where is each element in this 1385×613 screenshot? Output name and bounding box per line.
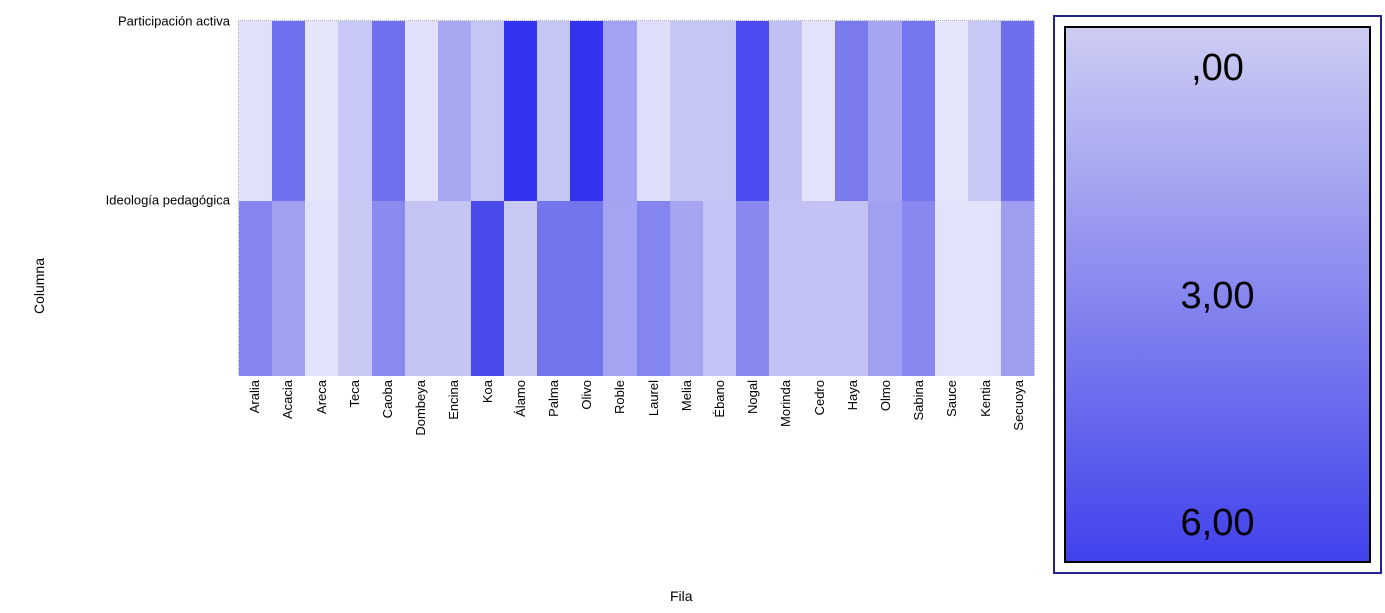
y-axis-title: Columna (31, 258, 47, 315)
heatmap-cell (470, 21, 504, 201)
heatmap-cell (735, 21, 769, 201)
heatmap-cell (504, 21, 538, 201)
legend-label-min: ,00 (1191, 47, 1244, 89)
heatmap-cell (305, 201, 339, 376)
heatmap-cell (371, 201, 405, 376)
heatmap-cell (1000, 21, 1034, 201)
x-tick-label: Ébano (712, 380, 728, 418)
heatmap-cell (669, 21, 703, 201)
x-tick-label: Morinda (778, 380, 794, 427)
color-legend-gradient: ,00 3,00 6,00 (1064, 26, 1371, 563)
x-tick-label: Sabina (911, 380, 927, 421)
x-tick-label: Álamo (512, 380, 528, 417)
x-tick-label: Teca (346, 380, 362, 408)
x-tick-label: Encina (446, 380, 462, 420)
heatmap-cell (868, 21, 902, 201)
heatmap-cell (437, 201, 471, 376)
heatmap-cell (735, 201, 769, 376)
x-tick-label: Cedro (811, 380, 827, 416)
x-tick-label: Secuoya (1010, 380, 1026, 431)
heatmap-cell (603, 201, 637, 376)
heatmap-grid (238, 20, 1035, 376)
heatmap-cell (570, 21, 604, 201)
heatmap-cell (802, 21, 836, 201)
heatmap-cell (404, 21, 438, 201)
x-tick-label: Caoba (379, 380, 395, 419)
x-tick-label: Dombeya (413, 380, 429, 436)
x-tick-label: Acacia (280, 380, 296, 420)
heatmap-cell (537, 201, 571, 376)
heatmap-cell (967, 201, 1001, 376)
heatmap-cell (272, 21, 306, 201)
x-tick-label: Sauce (944, 380, 960, 417)
heatmap-cell (769, 201, 803, 376)
heatmap-cell (868, 201, 902, 376)
heatmap-cell (239, 21, 273, 201)
x-tick-label: Nogal (745, 380, 761, 414)
heatmap-cell (371, 21, 405, 201)
heatmap-cell (437, 21, 471, 201)
heatmap-cell (1000, 201, 1034, 376)
heatmap-cell (603, 21, 637, 201)
heatmap-cell (272, 201, 306, 376)
heatmap-cell (702, 21, 736, 201)
heatmap-cell (305, 21, 339, 201)
heatmap-cell (934, 21, 968, 201)
x-tick-label: Palma (545, 380, 561, 417)
x-tick-label: Areca (313, 380, 329, 414)
heatmap-cell (636, 21, 670, 201)
x-tick-label: Olmo (878, 380, 894, 412)
heatmap-cell (636, 201, 670, 376)
legend-label-max: 6,00 (1180, 502, 1255, 544)
x-tick-label: Laurel (645, 380, 661, 417)
x-tick-label: Roble (612, 380, 628, 414)
row-label-participacion-activa: Participación activa (118, 13, 230, 29)
color-legend: ,00 3,00 6,00 (1053, 15, 1382, 574)
heatmap-cell (901, 21, 935, 201)
x-axis-tick-labels: Aralia Acacia Areca Teca Caoba Dombeya Encina K… (238, 380, 1035, 490)
heatmap-cell (404, 201, 438, 376)
heatmap-cell (338, 201, 372, 376)
heatmap-cell (835, 21, 869, 201)
x-tick-label: Melia (678, 380, 694, 412)
x-tick-label: Olivo (579, 380, 595, 410)
heatmap-cell (537, 21, 571, 201)
heatmap-cell (802, 201, 836, 376)
x-tick-label: Kentia (977, 380, 993, 417)
x-tick-label: Koa (479, 380, 495, 404)
heatmap-cell (504, 201, 538, 376)
heatmap-cell (967, 21, 1001, 201)
heatmap-cell (669, 201, 703, 376)
x-tick-label: Haya (844, 380, 860, 411)
heatmap-cell (835, 201, 869, 376)
heatmap-cell (338, 21, 372, 201)
heatmap-cell (470, 201, 504, 376)
heatmap-cell (239, 201, 273, 376)
heatmap-cell (769, 21, 803, 201)
heatmap-cell (934, 201, 968, 376)
x-axis-title: Fila (670, 588, 693, 604)
heatmap-cell (570, 201, 604, 376)
x-tick-label: Aralia (247, 380, 263, 414)
row-label-ideologia-pedagogica: Ideología pedagógica (105, 192, 230, 208)
legend-label-mid: 3,00 (1180, 274, 1255, 317)
heatmap-cell (702, 201, 736, 376)
heatmap-cell (901, 201, 935, 376)
